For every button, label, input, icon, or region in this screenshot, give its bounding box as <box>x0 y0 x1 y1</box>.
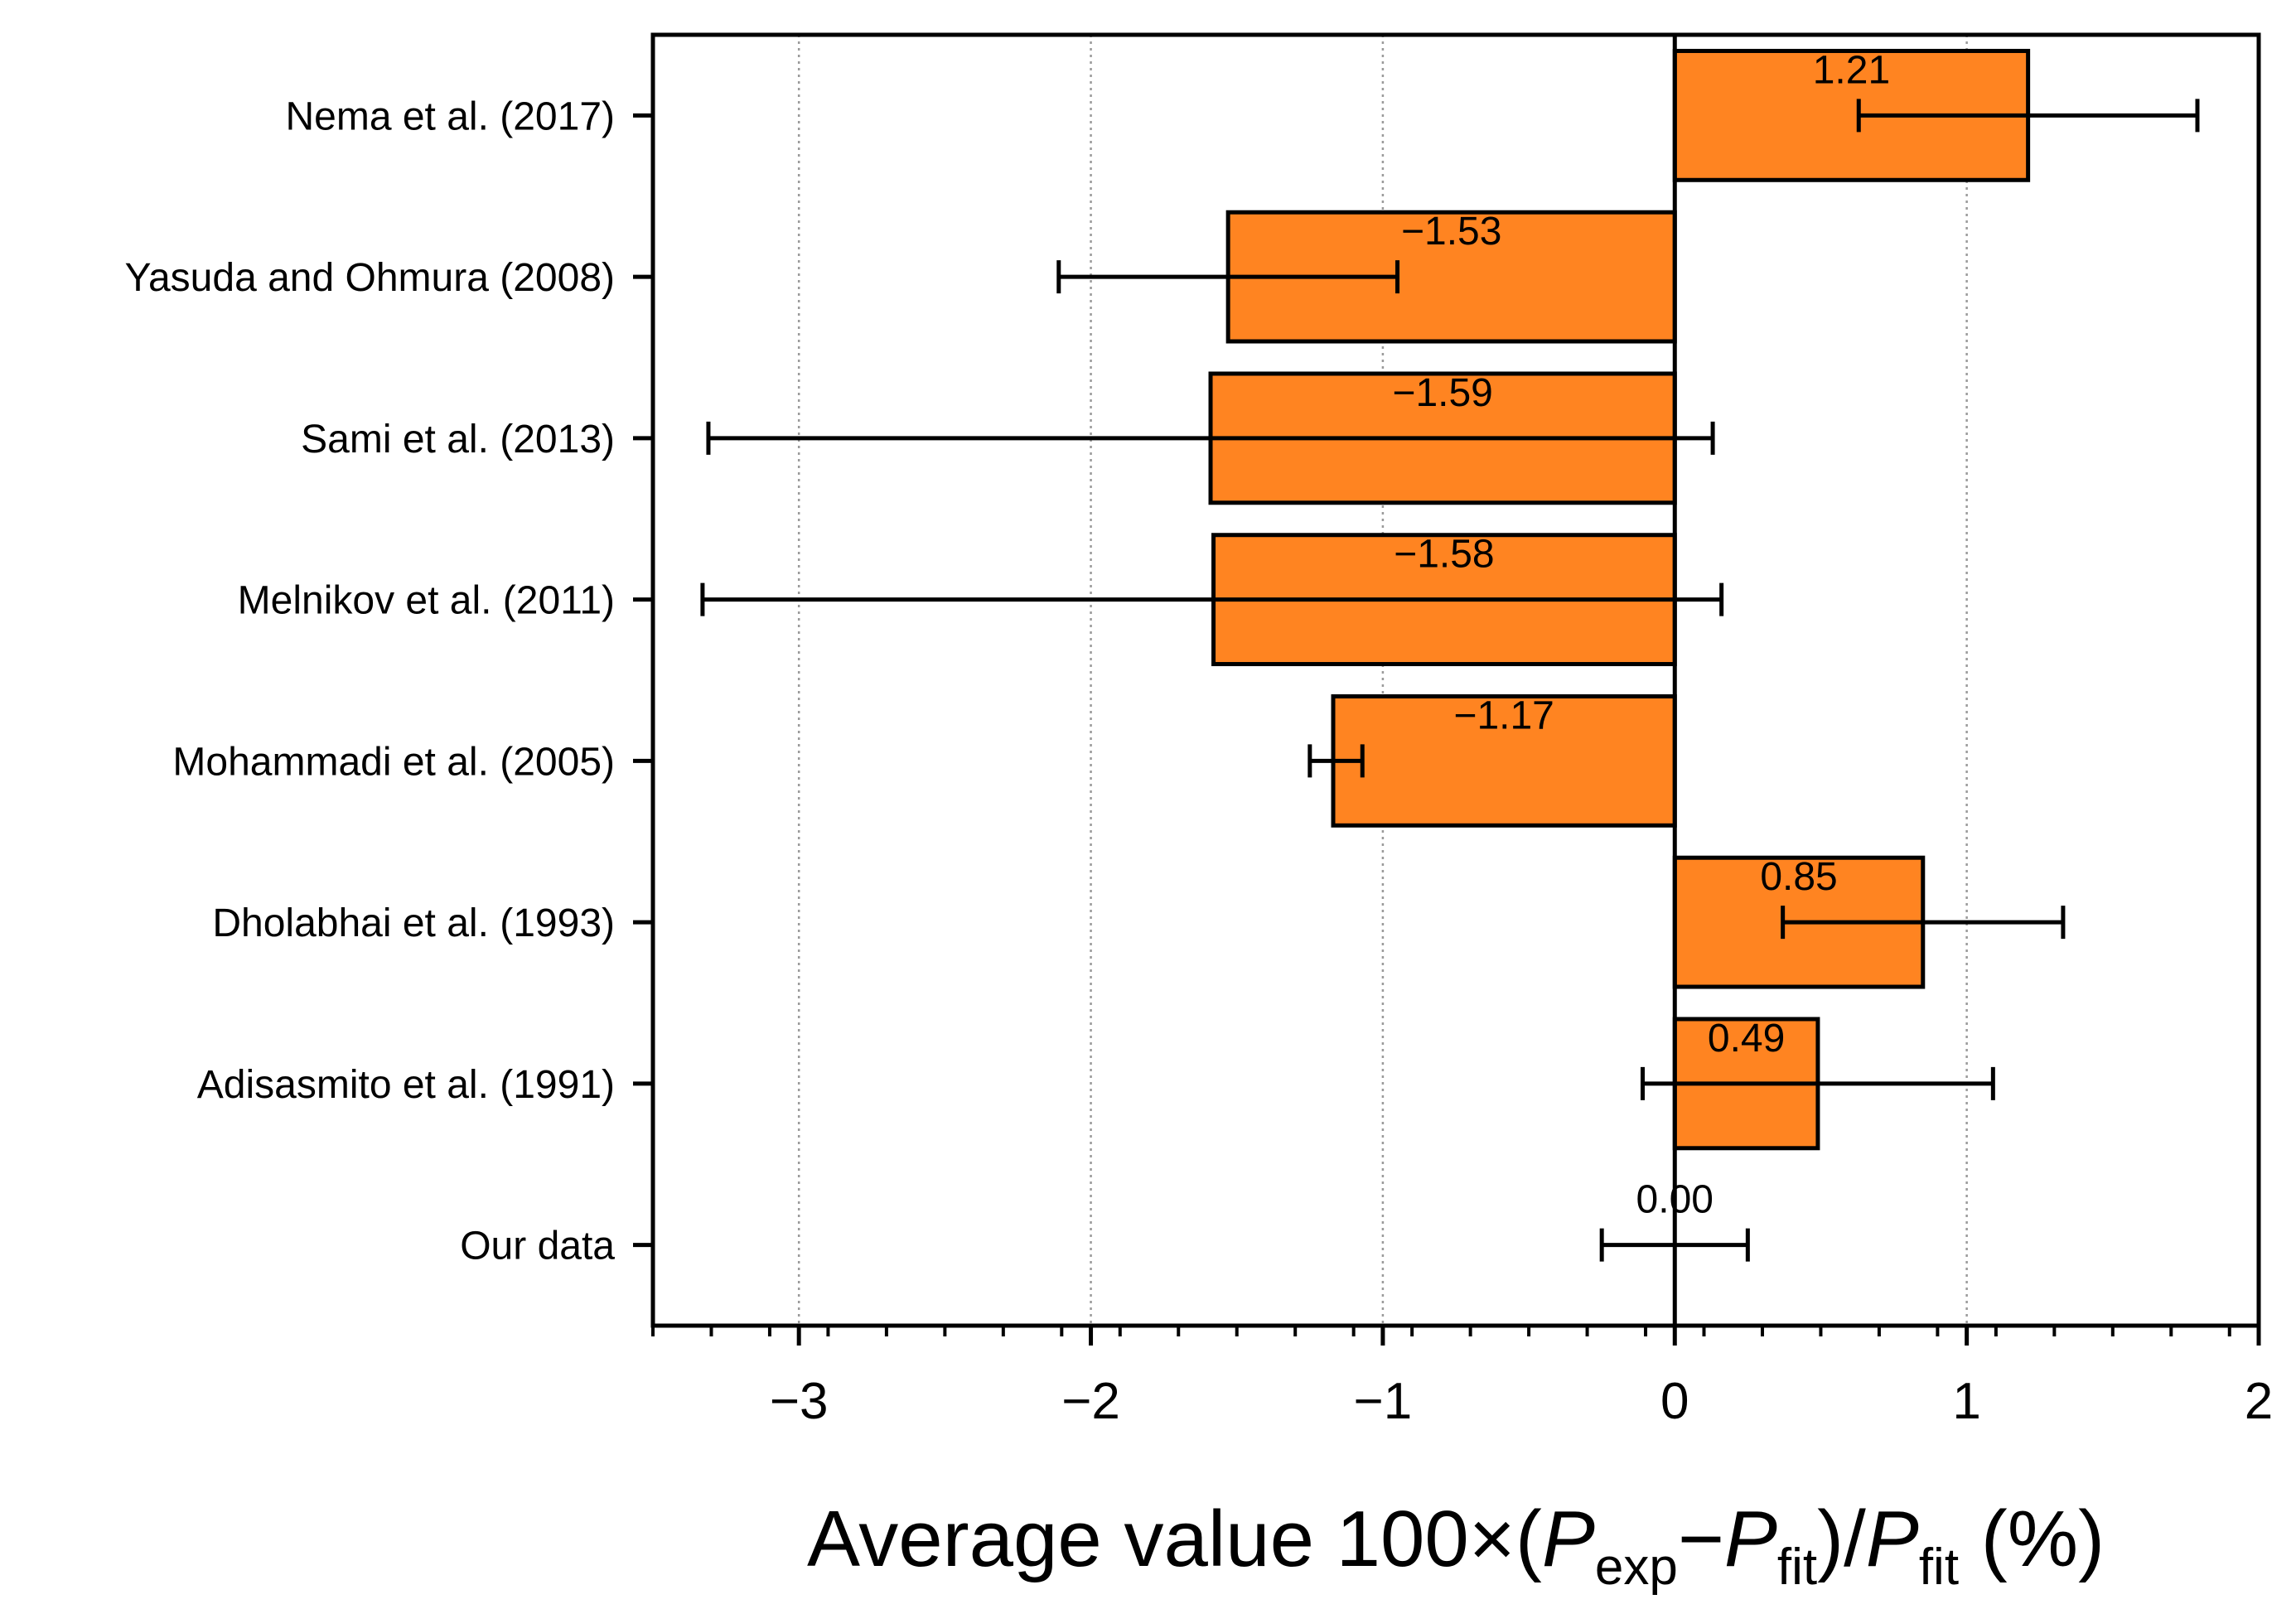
x-axis: −3 −2 −1 0 1 2 <box>651 1326 2273 1430</box>
x-axis-title: Average value 100×(Pexp−Pfit)/Pfit (%) <box>807 1495 2105 1596</box>
x-tick-label: −2 <box>1061 1373 1120 1430</box>
x-tick-label: 2 <box>2245 1373 2273 1430</box>
x-tick-label: 0 <box>1660 1373 1689 1430</box>
category-label: Our data <box>460 1225 615 1268</box>
y-axis: Nema et al. (2017) Yasuda and Ohmura (200… <box>125 94 653 1268</box>
x-tick-label: 1 <box>1952 1373 1980 1430</box>
data-label: −1.53 <box>1401 210 1501 254</box>
data-label: 0.49 <box>1708 1017 1785 1061</box>
grid-lines <box>797 35 1968 1326</box>
error-bars <box>700 99 2200 1262</box>
category-label: Sami et al. (2013) <box>301 418 615 461</box>
data-label: 0.00 <box>1636 1178 1714 1222</box>
data-label: −1.59 <box>1392 371 1492 415</box>
category-label: Dholabhai et al. (1993) <box>212 901 615 945</box>
data-label: −1.58 <box>1394 533 1494 577</box>
category-label: Nema et al. (2017) <box>285 94 615 138</box>
data-label: −1.17 <box>1453 693 1554 737</box>
category-label: Adisasmito et al. (1991) <box>197 1063 615 1107</box>
category-label: Melnikov et al. (2011) <box>238 579 615 623</box>
plot-frame <box>650 32 2261 1328</box>
data-label: 0.85 <box>1760 855 1837 899</box>
x-tick-label: −3 <box>770 1373 829 1430</box>
data-label: 1.21 <box>1813 48 1890 92</box>
category-label: Mohammadi et al. (2005) <box>172 740 615 784</box>
data-labels: 1.21 −1.53 −1.59 −1.58 −1.17 0.85 0.49 0.00 <box>1392 48 1890 1221</box>
category-label: Yasuda and Ohmura (2008) <box>125 256 615 300</box>
x-tick-label: −1 <box>1354 1373 1413 1430</box>
